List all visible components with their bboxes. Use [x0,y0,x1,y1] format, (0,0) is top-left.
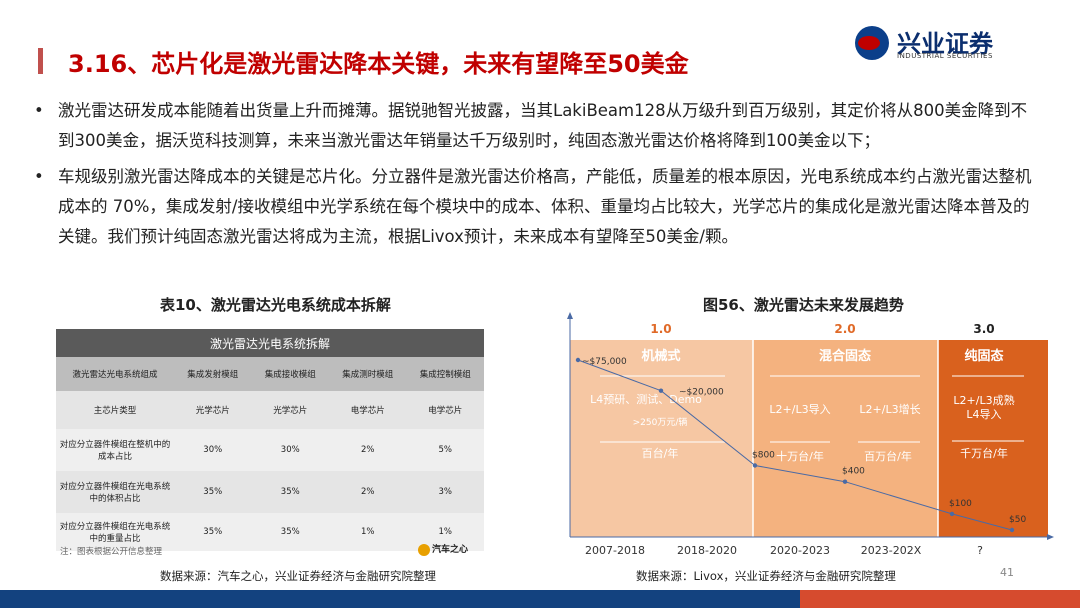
stage-band-3 [938,340,1048,537]
x-tick-label: 2018-2020 [677,544,737,557]
price-point [658,388,664,393]
table-header-cell: 激光雷达光电系统组成 [56,357,174,391]
table-source: 数据来源：汽车之心，兴业证券经济与金融研究院整理 [160,569,436,583]
stage-detail: L4导入 [966,408,1001,421]
price-trend-line [577,359,1013,531]
table-note: 注：图表根据公开信息整理 [60,547,163,557]
stage-name-2: 混合固态 [819,348,871,364]
price-point-label: $50 [1009,515,1026,525]
price-point [949,511,955,517]
table-cell: 5% [406,429,484,471]
stage-name-1: 机械式 [641,348,680,364]
price-point [842,479,848,484]
x-axis-arrow-icon [1047,534,1054,540]
table-cell: 主芯片类型 [56,391,174,429]
lidar-trend-chart: 1.0 2.0 3.0 机械式 混合固态 纯固态 L4预研、测试、Demo >2… [567,312,1054,557]
price-point-label: ~$75,000 [582,357,627,367]
stage-detail: 百万台/年 [864,449,912,463]
table-cell: 2% [329,471,407,513]
stage-version-2: 2.0 [834,322,855,336]
logo-name-en: INDUSTRIAL SECURITIES [897,52,993,60]
stage-band-1 [570,340,753,537]
bullet-text-2: 车规级别激光雷达降成本的关键是芯片化。分立器件是激光雷达价格高，产能低，质量差的… [58,167,1032,246]
table-row: 主芯片类型 光学芯片 光学芯片 电学芯片 电学芯片 [56,391,484,429]
table-cell: 对应分立器件模组在整机中的成本占比 [56,429,174,471]
table-cell: 3% [406,471,484,513]
stage-detail: L2+/L3导入 [769,403,830,416]
table-cell: 30% [174,429,252,471]
table-cell: 35% [251,471,329,513]
table-cell: 1% [329,513,407,551]
table-cell: 2% [329,429,407,471]
table-header-cell: 集成接收模组 [251,357,329,391]
x-tick-label: 2020-2023 [770,544,830,557]
page-title: 3.16、芯片化是激光雷达降本关键，未来有望降至50美金 [68,50,689,78]
price-point [752,463,758,468]
x-tick-label: 2007-2018 [585,544,645,557]
bullet-text-1: 激光雷达研发成本能随着出货量上升而摊薄。据锐驰智光披露，当其LakiBeam12… [58,101,1028,150]
stage-band-2 [753,340,938,537]
stage-detail: 千万台/年 [960,446,1008,460]
title-accent-bar [38,48,43,74]
price-point [1009,527,1015,533]
cost-breakdown-table: 激光雷达光电系统拆解 激光雷达光电系统组成 集成发射模组 集成接收模组 集成测时… [56,329,484,551]
table-cell: 光学芯片 [251,391,329,429]
table-caption: 表10、激光雷达光电系统成本拆解 [160,296,391,314]
stage-detail: L4预研、测试、Demo [590,393,702,406]
price-points: ~$75,000 ~$20,000 $800 $400 $100 $50 [575,357,1026,533]
footer-bar-blue [0,590,800,608]
footer-bar-red [800,590,1080,608]
stage-version-3: 3.0 [973,322,994,336]
car-logo-icon [418,543,430,556]
bullet-dot-icon: • [34,167,44,186]
table-row: 对应分立器件模组在整机中的成本占比 30% 30% 2% 5% [56,429,484,471]
table-row: 对应分立器件模组在光电系统中的体积占比 35% 35% 2% 3% [56,471,484,513]
stage-detail: >250万元/辆 [633,416,688,428]
table-cell: 光学芯片 [174,391,252,429]
price-point-label: $100 [949,499,972,509]
source-logo: 汽车之心 [418,542,468,556]
table-cell: 电学芯片 [329,391,407,429]
table-cell: 对应分立器件模组在光电系统中的重量占比 [56,513,174,551]
x-tick-label: 2023-202X [861,544,922,557]
y-axis-arrow-icon [567,312,573,319]
bullet-dot-icon: • [34,101,44,120]
company-logo: 兴业证券 INDUSTRIAL SECURITIES [855,24,1025,64]
chart-caption: 图56、激光雷达未来发展趋势 [703,296,904,314]
stage-name-3: 纯固态 [964,348,1003,364]
bullet-item-2: • 车规级别激光雷达降成本的关键是芯片化。分立器件是激光雷达价格高，产能低，质量… [34,162,1044,252]
table-cell: 电学芯片 [406,391,484,429]
x-tick-label: ? [977,544,983,557]
stage-detail: 百台/年 [642,446,679,460]
table-cell: 30% [251,429,329,471]
stage-detail: L2+/L3成熟 [953,393,1014,407]
table-header-cell: 集成发射模组 [174,357,252,391]
table-cell: 对应分立器件模组在光电系统中的体积占比 [56,471,174,513]
table-cell: 35% [174,471,252,513]
price-point-label: $800 [752,451,775,461]
stage-version-1: 1.0 [650,322,671,336]
table-title: 激光雷达光电系统拆解 [209,336,330,351]
page-number: 41 [1000,566,1014,579]
price-point-label: ~$20,000 [679,388,724,398]
table-header-cell: 集成控制模组 [406,357,484,391]
source-logo-text: 汽车之心 [432,545,469,555]
price-point-label: $400 [842,467,865,477]
logo-mark-icon [855,26,889,60]
logo-name-cn: 兴业证券 [897,29,993,58]
table-header-cell: 集成测时模组 [329,357,407,391]
stage-detail: L2+/L3增长 [859,402,920,416]
chart-source: 数据来源：Livox，兴业证券经济与金融研究院整理 [636,569,896,583]
stage-detail: 十万台/年 [776,449,824,463]
bullet-item-1: • 激光雷达研发成本能随着出货量上升而摊薄。据锐驰智光披露，当其LakiBeam… [34,96,1044,156]
price-point [575,357,581,363]
table-cell: 35% [251,513,329,551]
table-cell: 35% [174,513,252,551]
